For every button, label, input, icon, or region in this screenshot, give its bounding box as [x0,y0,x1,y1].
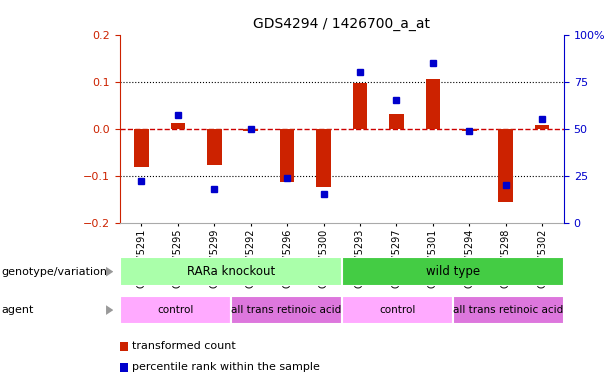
Text: percentile rank within the sample: percentile rank within the sample [132,362,320,372]
Polygon shape [106,305,113,315]
Bar [230,296,342,324]
Text: transformed count: transformed count [132,341,236,351]
Text: RARa knockout: RARa knockout [186,265,275,278]
Bar [280,129,294,182]
Bar [207,129,221,165]
Bar [352,83,367,129]
Text: control: control [157,305,193,315]
Text: wild type: wild type [426,265,480,278]
Bar [316,129,331,187]
Bar [453,296,564,324]
Bar [120,296,230,324]
Bar [535,125,549,129]
Text: genotype/variation: genotype/variation [1,266,107,277]
Bar [462,129,476,131]
Text: all trans retinoic acid: all trans retinoic acid [453,305,563,315]
Bar [120,363,128,372]
Title: GDS4294 / 1426700_a_at: GDS4294 / 1426700_a_at [253,17,430,31]
Bar [389,114,404,129]
Bar [243,129,258,131]
Polygon shape [106,267,113,276]
Text: agent: agent [1,305,34,315]
Bar [120,257,342,286]
Text: all trans retinoic acid: all trans retinoic acid [231,305,341,315]
Bar [342,296,453,324]
Bar [498,129,513,202]
Bar [425,79,440,129]
Bar [170,123,185,129]
Bar [120,342,128,351]
Bar [342,257,564,286]
Text: control: control [379,305,416,315]
Bar [134,129,149,167]
